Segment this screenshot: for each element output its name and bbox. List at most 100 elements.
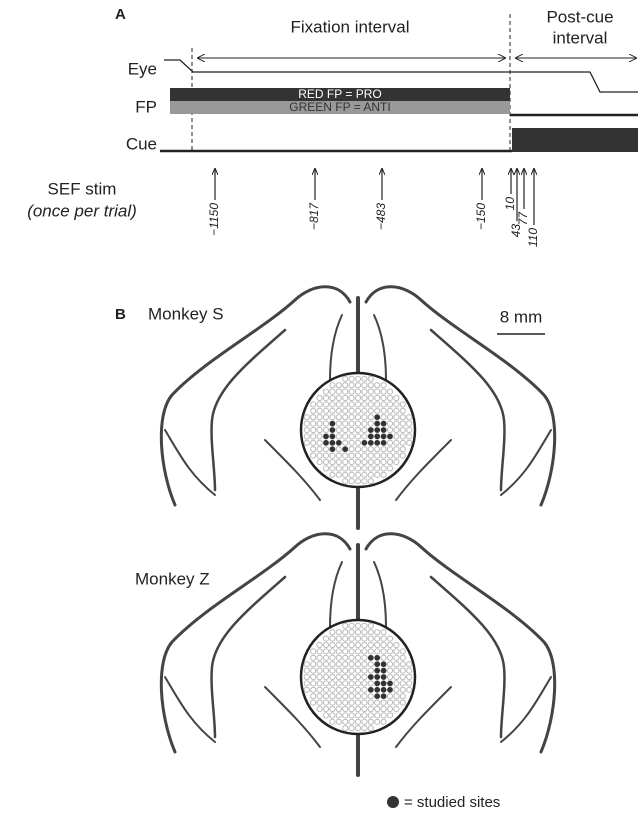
grid-site — [329, 699, 336, 706]
grid-site — [316, 667, 323, 674]
grid-site — [361, 648, 368, 655]
studied-site — [329, 440, 336, 446]
grid-site — [348, 452, 355, 459]
grid-site — [310, 680, 317, 687]
grid-site — [322, 673, 330, 681]
grid-site — [386, 641, 394, 649]
grid-site — [322, 648, 330, 655]
grid-site — [367, 699, 374, 706]
grid-site — [329, 693, 336, 700]
grid-site — [367, 446, 374, 453]
grid-site — [380, 452, 387, 459]
grid-site — [303, 433, 310, 440]
grid-site — [374, 648, 381, 655]
grid-site — [354, 433, 362, 440]
stim-label: SEF stim — [48, 179, 117, 198]
fp-text: GREEN FP = ANTI — [289, 100, 390, 114]
studied-site — [336, 440, 342, 446]
grid-site — [335, 686, 342, 693]
grid-site — [354, 661, 362, 668]
grid-site — [354, 465, 362, 472]
grid-site — [310, 699, 317, 706]
grid-site — [329, 641, 336, 649]
grid-site — [380, 718, 387, 725]
grid-site — [348, 705, 355, 713]
grid-site — [322, 667, 330, 674]
grid-site — [329, 712, 336, 719]
grid-site — [406, 661, 413, 668]
grid-site — [386, 401, 394, 408]
studied-site — [368, 440, 374, 446]
row-label: Eye — [128, 59, 157, 78]
grid-site — [361, 407, 368, 414]
grid-site — [386, 673, 394, 681]
grid-site — [310, 673, 317, 681]
grid-site — [380, 394, 387, 402]
grid-site — [316, 641, 323, 649]
grid-site — [386, 452, 394, 459]
studied-site — [374, 661, 381, 667]
grid-site — [310, 407, 317, 414]
studied-site — [329, 433, 336, 440]
grid-site — [380, 388, 387, 395]
grid-site — [303, 414, 310, 421]
grid-site — [367, 680, 374, 687]
grid-site — [303, 667, 310, 674]
grid-site — [386, 394, 394, 402]
grid-site — [361, 705, 368, 713]
grid-site — [348, 471, 355, 478]
grid-site — [310, 667, 317, 674]
grid-site — [361, 401, 368, 408]
grid-site — [303, 420, 310, 427]
interval-label: Post-cue — [546, 7, 613, 26]
studied-site — [380, 440, 387, 446]
grid-site — [342, 680, 349, 687]
grid-site — [406, 420, 413, 427]
studied-site — [374, 693, 381, 699]
grid-site — [342, 705, 349, 713]
grid-site — [399, 693, 406, 700]
grid-site — [316, 401, 323, 408]
grid-site — [342, 382, 349, 389]
grid-site — [348, 420, 355, 427]
grid-site — [316, 433, 323, 440]
studied-site — [380, 420, 387, 427]
grid-site — [393, 661, 400, 668]
grid-site — [367, 661, 374, 668]
grid-site — [335, 699, 342, 706]
grid-site — [361, 465, 368, 472]
stim-time: −1150 — [207, 203, 221, 236]
grid-site — [342, 478, 349, 485]
grid-site — [342, 725, 349, 732]
grid-site — [399, 667, 406, 674]
studied-site — [374, 674, 381, 680]
grid-site — [361, 635, 368, 642]
grid-site — [322, 458, 330, 466]
stim-time: 43 — [509, 224, 523, 238]
grid-site — [348, 388, 355, 395]
grid-site — [310, 433, 317, 440]
grid-site — [393, 458, 400, 466]
grid-site — [335, 394, 342, 402]
grid-site — [342, 693, 349, 700]
stim-time: −483 — [374, 203, 388, 230]
studied-site — [380, 667, 387, 674]
grid-site — [380, 648, 387, 655]
grid-site — [354, 718, 362, 725]
grid-site — [386, 407, 394, 414]
grid-site — [374, 401, 381, 408]
grid-site — [393, 433, 400, 440]
grid-site — [348, 725, 355, 732]
interval-label: interval — [553, 28, 608, 47]
grid-site — [399, 648, 406, 655]
grid-site — [361, 420, 368, 427]
grid-site — [310, 446, 317, 453]
grid-site — [322, 654, 330, 661]
grid-site — [380, 699, 387, 706]
grid-site — [329, 629, 336, 636]
studied-site — [387, 687, 393, 693]
grid-site — [393, 401, 400, 408]
grid-site — [374, 712, 381, 719]
grid-site — [361, 686, 368, 693]
grid-site — [342, 667, 349, 674]
